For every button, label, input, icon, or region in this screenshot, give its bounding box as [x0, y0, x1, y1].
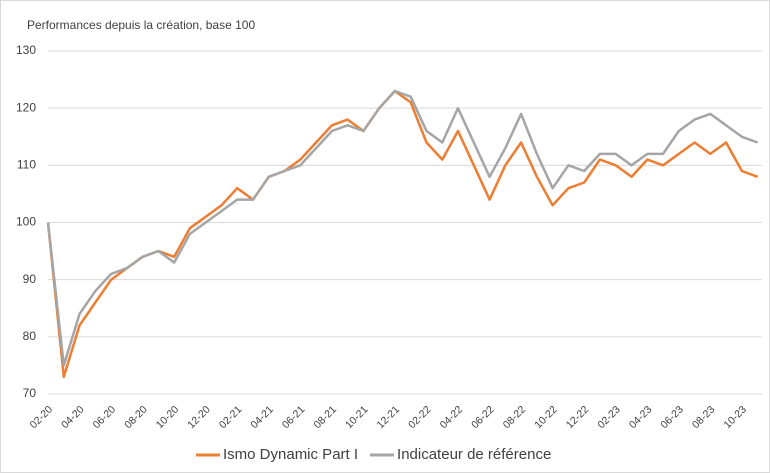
- legend-label: Indicateur de référence: [397, 446, 551, 463]
- y-tick-label: 110: [17, 158, 36, 172]
- legend-label: Ismo Dynamic Part I: [223, 446, 358, 463]
- y-tick-label: 120: [16, 100, 36, 114]
- y-tick-label: 100: [16, 215, 36, 229]
- series-line: [46, 89, 759, 367]
- y-tick-label: 70: [23, 386, 37, 400]
- y-tick-label: 90: [23, 272, 37, 286]
- y-tick-label: 130: [16, 43, 36, 57]
- y-tick-label: 80: [23, 329, 37, 343]
- chart-title: Performances depuis la création, base 10…: [27, 18, 255, 32]
- series-line: [46, 89, 759, 379]
